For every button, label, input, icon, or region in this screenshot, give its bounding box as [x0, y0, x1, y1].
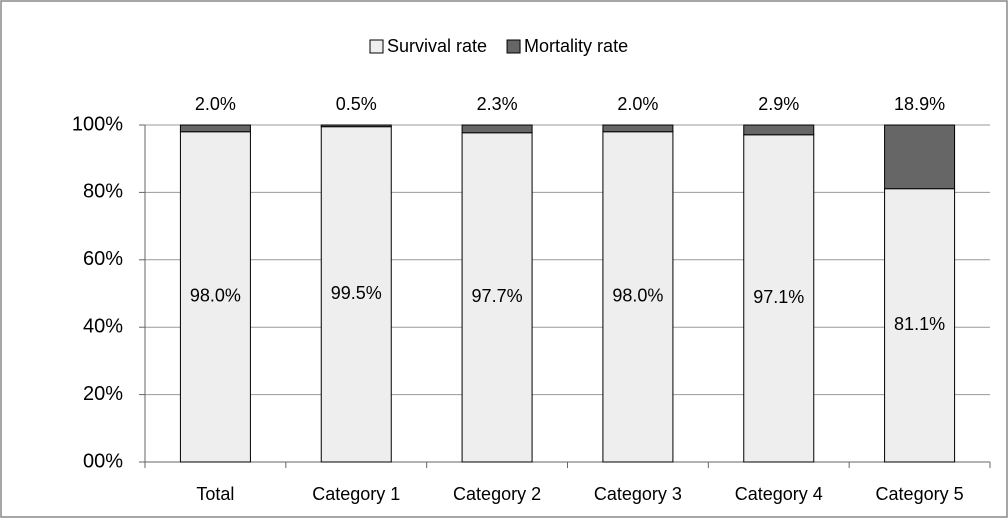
value-label: 2.3% [477, 94, 518, 114]
x-tick-label: Category 1 [312, 484, 400, 504]
y-tick-label: 60% [83, 248, 123, 270]
bar-segment [884, 188, 956, 463]
bar-segment [461, 124, 533, 134]
legend-swatch [506, 39, 521, 54]
bar-segment [320, 126, 392, 463]
x-tick-label: Category 5 [876, 484, 964, 504]
value-label: 81.1% [894, 314, 945, 334]
bar-segment [179, 124, 251, 133]
value-label: 97.1% [753, 287, 804, 307]
bar-segment [461, 132, 533, 463]
value-label: 97.7% [472, 286, 523, 306]
value-label: 18.9% [894, 94, 945, 114]
bar-segment [884, 124, 956, 190]
x-tick-label: Category 3 [594, 484, 682, 504]
y-tick-label: 40% [83, 315, 123, 337]
bar-segment [179, 131, 251, 463]
bar-segment [743, 134, 815, 463]
bar-segment [743, 124, 815, 136]
bar-segment [602, 124, 674, 133]
y-tick-label: 100% [72, 113, 123, 135]
x-tick-label: Category 4 [735, 484, 823, 504]
value-label: 98.0% [190, 286, 241, 306]
value-label: 2.9% [758, 94, 799, 114]
y-tick-label: 20% [83, 383, 123, 405]
legend-swatch [369, 39, 384, 54]
value-label: 0.5% [336, 94, 377, 114]
legend-label: Survival rate [387, 36, 487, 56]
value-label: 99.5% [331, 283, 382, 303]
legend-label: Mortality rate [524, 36, 628, 56]
bar-segment [320, 124, 392, 128]
y-tick-label: 00% [83, 450, 123, 472]
y-tick-label: 80% [83, 181, 123, 203]
bar-segment [602, 131, 674, 463]
value-label: 2.0% [617, 94, 658, 114]
value-label: 2.0% [195, 94, 236, 114]
x-tick-label: Category 2 [453, 484, 541, 504]
x-tick-label: Total [196, 484, 234, 504]
value-label: 98.0% [612, 286, 663, 306]
